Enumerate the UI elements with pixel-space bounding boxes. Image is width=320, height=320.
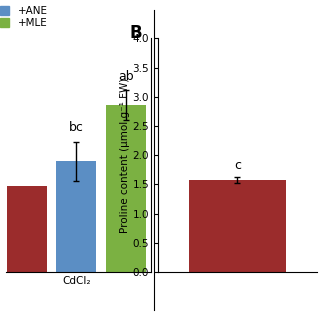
Text: B: B (130, 24, 142, 42)
Text: ab: ab (118, 70, 134, 83)
Text: bc: bc (69, 121, 84, 134)
Bar (56, 161, 96, 320)
Bar (106, 105, 146, 320)
Y-axis label: Proline content (μmol g⁻¹ FW): Proline content (μmol g⁻¹ FW) (120, 77, 130, 233)
Text: c: c (234, 159, 241, 172)
Bar (189, 180, 286, 272)
Bar (7, 186, 47, 320)
Legend: +ANE, +MLE: +ANE, +MLE (0, 6, 48, 28)
